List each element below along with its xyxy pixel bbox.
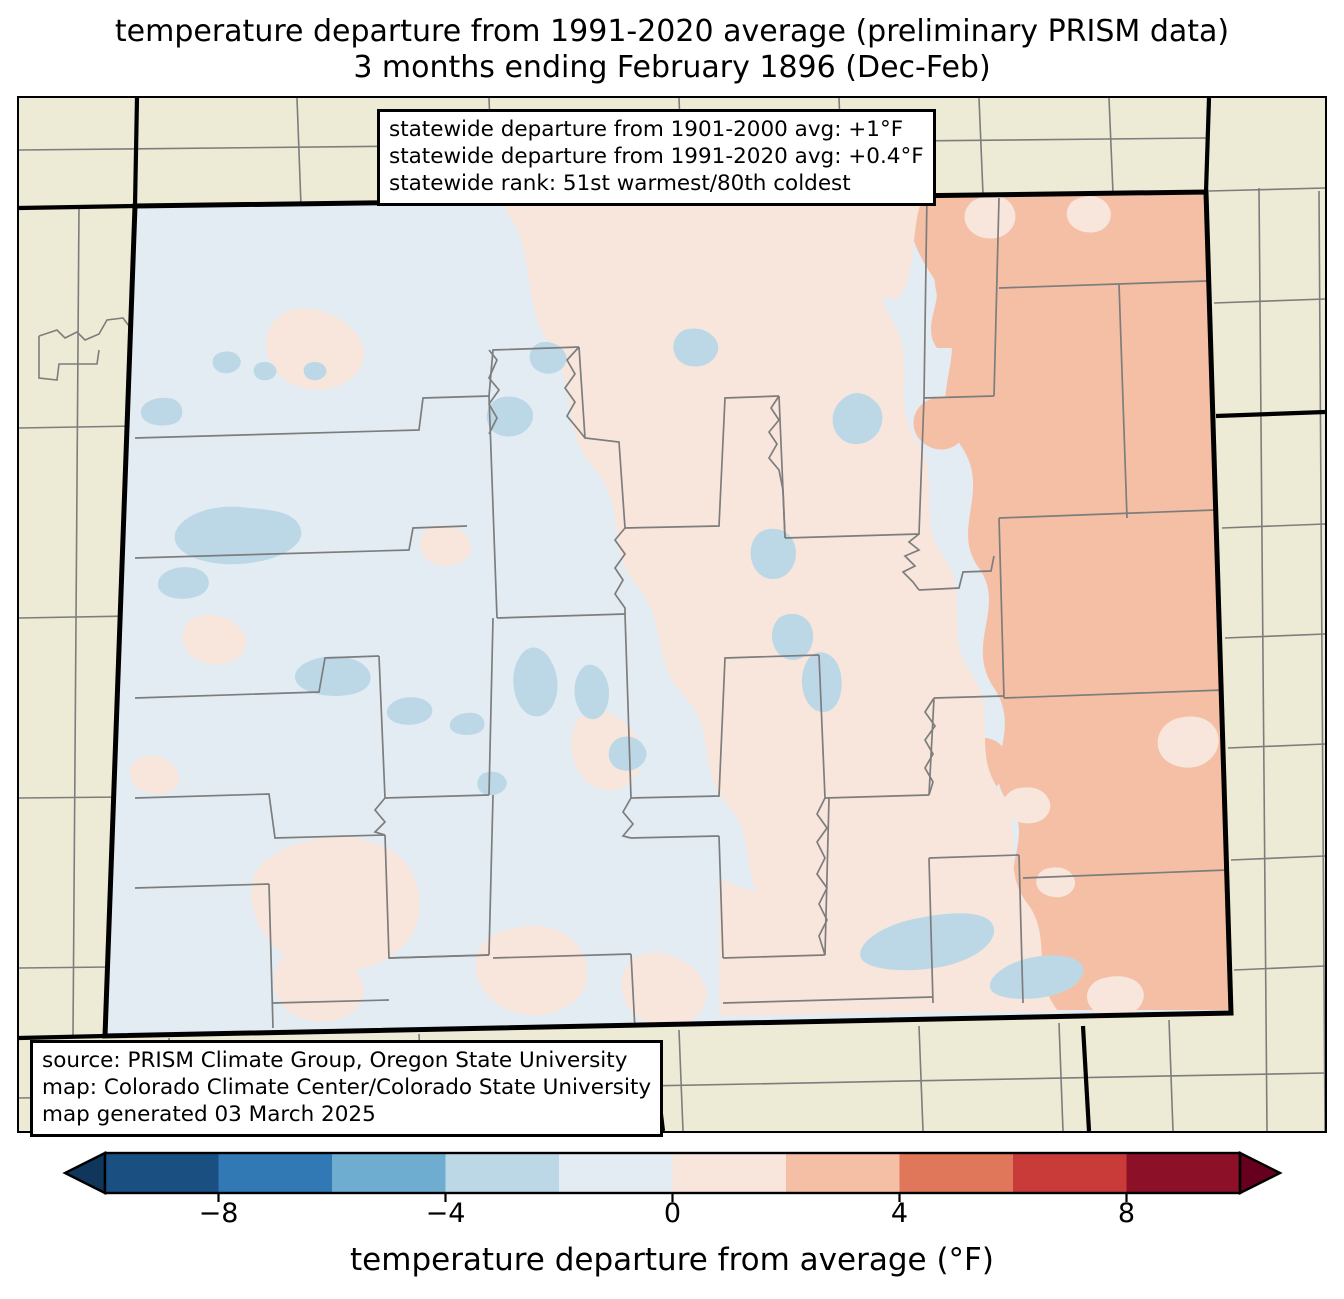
- mild-warm-zones: [129, 194, 1059, 1027]
- colorbar-band: [445, 1153, 560, 1193]
- colorbar-tick-label: 0: [663, 1198, 682, 1229]
- colorbar-swatches: [62, 1151, 1283, 1202]
- colorbar-band: [105, 1153, 220, 1193]
- colorado-interior: [105, 192, 1231, 1036]
- source-line-2: map: Colorado Climate Center/Colorado St…: [42, 1075, 652, 1101]
- page-title: temperature departure from 1991-2020 ave…: [0, 14, 1344, 86]
- colorbar-axis-label: temperature departure from average (°F): [350, 1242, 994, 1278]
- source-line-1: source: PRISM Climate Group, Oregon Stat…: [42, 1048, 628, 1073]
- neighbor-counties: [19, 98, 1325, 1131]
- colorbar-band: [1126, 1153, 1241, 1193]
- colorbar-band: [672, 1153, 787, 1193]
- colorbar-band: [218, 1153, 333, 1193]
- stats-line-1: statewide departure from 1901-2000 avg: …: [389, 117, 904, 142]
- title-line-2: 3 months ending February 1896 (Dec-Feb): [353, 50, 991, 85]
- map-panel: [17, 96, 1327, 1133]
- colorbar-tick-label: −8: [198, 1198, 239, 1229]
- colorbar-tick-label: 4: [890, 1198, 909, 1229]
- title-line-1: temperature departure from 1991-2020 ave…: [114, 14, 1230, 49]
- statewide-stats-box: statewide departure from 1901-2000 avg: …: [377, 109, 936, 207]
- colorbar-tick-group: [217, 1193, 1128, 1202]
- source-credit-box: source: PRISM Climate Group, Oregon Stat…: [30, 1040, 664, 1138]
- source-line-3: map generated 03 March 2025: [42, 1102, 376, 1128]
- colorbar-under-arrow: [62, 1151, 107, 1195]
- colorado-temperature-departure-map: [19, 98, 1325, 1131]
- cool-mountain-pockets: [140, 328, 1084, 999]
- colorbar-tick-label: 8: [1117, 1198, 1136, 1229]
- colorbar-band: [786, 1153, 901, 1193]
- colorbar-tick-labels: −8 −4 0 4 8: [0, 1198, 1344, 1238]
- colorbar-band: [1013, 1153, 1128, 1193]
- colorbar-over-arrow: [1238, 1151, 1283, 1195]
- colorbar-band: [559, 1153, 674, 1193]
- stats-line-2: statewide departure from 1991-2020 avg: …: [389, 144, 924, 170]
- colorbar-band-group: [62, 1151, 1283, 1195]
- colorbar: [0, 1145, 1344, 1205]
- stats-line-3: statewide rank: 51st warmest/80th coldes…: [389, 171, 851, 197]
- colorbar-band: [332, 1153, 447, 1193]
- colorbar-band: [899, 1153, 1014, 1193]
- colorbar-tick-label: −4: [425, 1198, 466, 1229]
